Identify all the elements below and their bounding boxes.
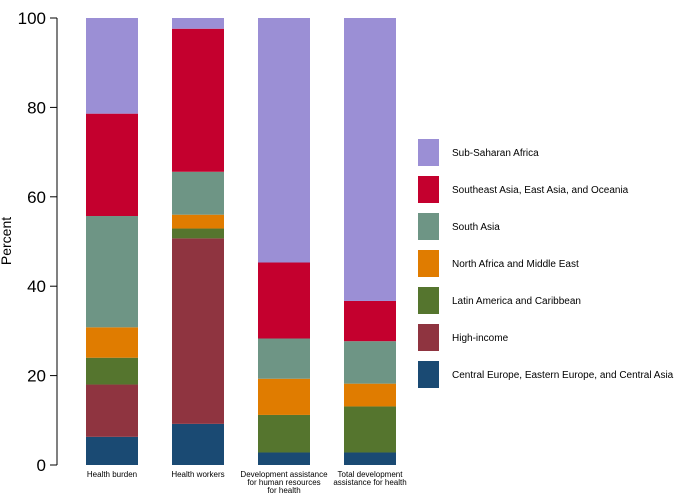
x-category-label: Total development [338,470,404,479]
bar-segment [344,383,396,407]
x-category-label: Health burden [87,470,137,479]
bar-segment [86,327,138,358]
legend-swatch [418,213,439,240]
y-tick-label: 40 [27,277,46,296]
bar-segment [258,452,310,465]
bar-segment [344,341,396,384]
y-tick-label: 20 [27,367,46,386]
bar-segment [86,216,138,328]
bar-segment [172,18,224,29]
bar-segment [86,436,138,465]
legend-label: High-income [452,333,509,344]
legend-swatch [418,324,439,351]
legend-label: South Asia [452,222,500,233]
y-ticks: 0 20 40 60 80 100 [18,9,57,475]
y-tick-label: 60 [27,188,46,207]
x-category-label: for health [267,486,300,493]
bar-segment [172,28,224,172]
y-tick-label: 80 [27,98,46,117]
bar-segment [172,171,224,215]
x-labels: Health burden Health workers Development a… [87,470,407,493]
y-tick-label: 0 [37,456,46,475]
bar-segment [172,214,224,229]
bar-segment [172,423,224,465]
legend-swatch [418,176,439,203]
bar-segment [172,238,224,424]
legend-label: Central Europe, Eastern Europe, and Cent… [452,370,674,381]
legend: Sub-Saharan Africa Southeast Asia, East A… [418,139,674,388]
bar-segment [344,452,396,465]
y-axis-title: Percent [0,217,14,265]
legend-swatch [418,139,439,166]
bar-segment [258,338,310,379]
bar-segment [344,18,396,301]
legend-label: North Africa and Middle East [452,259,579,270]
bar-segment [258,262,310,339]
bar-segment [86,113,138,217]
bar-segment [344,300,396,342]
bar-segment [172,228,224,239]
x-category-label: for human resources [247,478,320,487]
bar-segment [344,406,396,453]
bar-segment [86,384,138,437]
bar-segment [86,357,138,385]
y-tick-label: 100 [18,9,46,28]
bar-segment [258,18,310,263]
x-category-label: Health workers [171,470,224,479]
legend-swatch [418,287,439,314]
legend-label: Latin America and Caribbean [452,296,581,307]
bars [86,18,396,465]
bar-segment [258,414,310,453]
bar-segment [258,378,310,415]
bar-segment [86,18,138,114]
x-category-label: Development assistance [240,470,328,479]
legend-swatch [418,361,439,388]
x-category-label: assistance for health [333,478,406,487]
legend-label: Southeast Asia, East Asia, and Oceania [452,185,629,196]
legend-label: Sub-Saharan Africa [452,148,539,159]
legend-swatch [418,250,439,277]
